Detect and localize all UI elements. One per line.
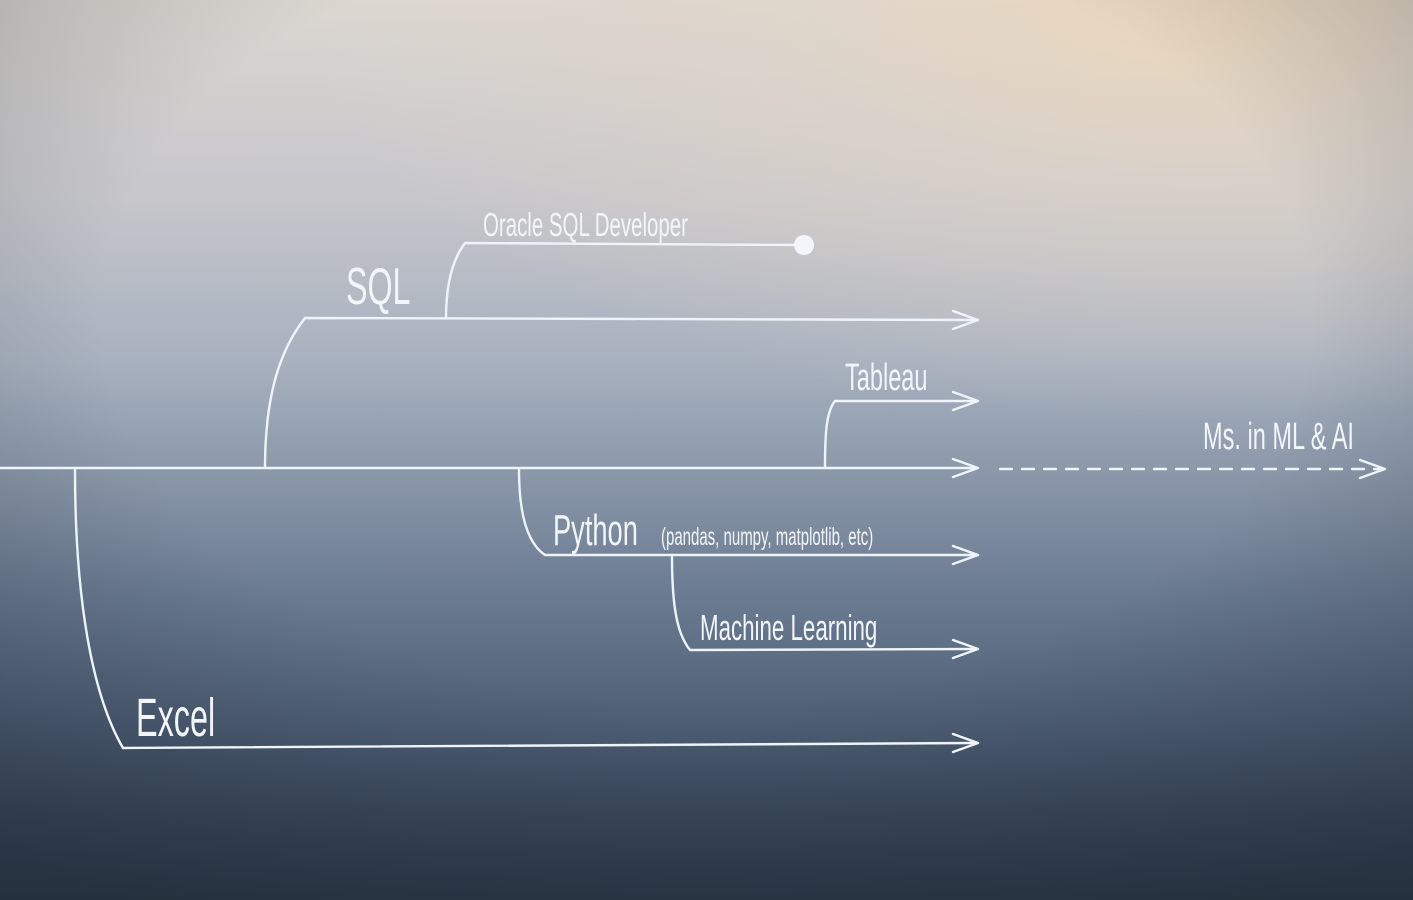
ml-arrowhead bbox=[951, 638, 980, 660]
sql-arrowhead bbox=[951, 309, 980, 331]
oracle-branch-line bbox=[444, 241, 802, 320]
goal-label: Ms. in ML & AI bbox=[1203, 414, 1354, 457]
ml-label: Machine Learning bbox=[700, 609, 877, 649]
tableau-arrowhead bbox=[951, 390, 980, 412]
sql-label: SQL bbox=[346, 258, 410, 316]
ml-branch-line bbox=[670, 555, 977, 652]
python-branch-line bbox=[517, 468, 977, 557]
tableau-label: Tableau bbox=[845, 355, 928, 398]
goal-arrowhead bbox=[1358, 458, 1387, 480]
excel-arrowhead bbox=[951, 732, 980, 754]
main-trunk-arrowhead bbox=[951, 457, 980, 479]
sql-branch-line bbox=[263, 316, 977, 470]
excel-branch-line bbox=[73, 468, 977, 750]
excel-label: Excel bbox=[136, 689, 215, 748]
tableau-branch-line bbox=[823, 399, 977, 470]
python-label: Python bbox=[553, 505, 638, 554]
python-libs-label: (pandas, numpy, matplotlib, etc) bbox=[661, 523, 873, 551]
oracle-end-dot bbox=[794, 235, 814, 255]
python-arrowhead bbox=[951, 544, 980, 566]
oracle-label: Oracle SQL Developer bbox=[483, 206, 688, 243]
